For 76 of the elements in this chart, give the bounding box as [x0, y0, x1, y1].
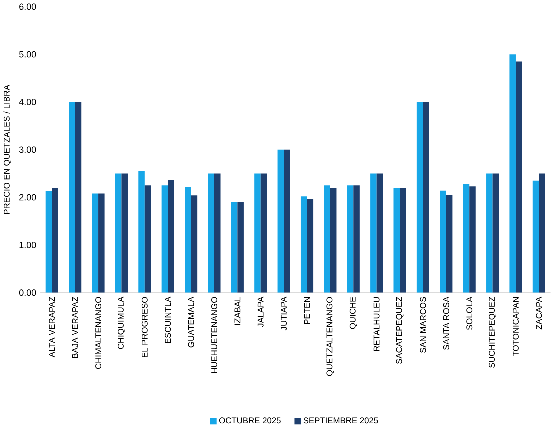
y-tick-label: 2.00 — [20, 194, 36, 201]
bar — [254, 174, 261, 293]
bar — [238, 202, 244, 293]
bar — [214, 174, 221, 293]
x-tick-label: ZACAPA — [536, 296, 542, 330]
bar — [231, 202, 238, 293]
x-tick-label: PETEN — [304, 298, 310, 324]
bar — [260, 174, 268, 293]
bar — [470, 186, 476, 293]
x-tick-label: ALTA VERAPAZ — [49, 297, 56, 358]
x-tick-label: RETALHULEU — [374, 298, 380, 352]
bar — [115, 174, 122, 293]
x-tick-label: SOLOLA — [466, 296, 473, 330]
x-tick-label: CHIMALTENANGO — [96, 297, 102, 370]
bar — [284, 150, 290, 293]
x-tick-label: CHIQUIMULA — [118, 296, 126, 350]
bar — [144, 186, 152, 293]
legend-label: SEPTIEMBRE 2025 — [304, 418, 378, 424]
bar — [440, 191, 446, 293]
bar — [75, 102, 82, 293]
bar — [463, 184, 470, 293]
x-tick-label: BAJA VERAPAZ — [72, 297, 78, 358]
bar — [98, 194, 105, 293]
bar — [376, 174, 384, 293]
bar — [300, 196, 308, 293]
bar — [510, 54, 516, 293]
y-axis-title: PRECIO EN QUETZALES / LIBRA — [4, 85, 12, 214]
bar — [354, 186, 360, 293]
x-tick-label: SAN MARCOS — [420, 297, 426, 354]
bar — [307, 199, 314, 293]
bar — [191, 196, 198, 293]
bar — [347, 186, 354, 293]
y-tick-label: 1.00 — [20, 242, 36, 249]
x-tick-label: EL PROGRESO — [142, 297, 148, 358]
bar — [486, 174, 493, 293]
x-tick-label: QUETZALTENANGO — [326, 297, 334, 376]
x-tick-label: SACATEPEQUEZ — [396, 297, 404, 364]
x-tick-label: TOTONICAPAN — [513, 298, 519, 357]
bar — [278, 150, 284, 293]
bar — [69, 102, 76, 293]
y-tick-label: 4.00 — [19, 99, 36, 106]
x-tick-label: SANTA ROSA — [443, 296, 450, 350]
x-tick-label: JALAPA — [258, 296, 264, 328]
x-tick-label: HUEHUETENANGO — [212, 297, 218, 374]
bar — [122, 174, 128, 293]
bar — [330, 188, 337, 293]
bar — [52, 188, 58, 293]
x-tick-label: SUCHITEPEQUEZ — [489, 297, 497, 368]
x-tick-label: JUTIAPA — [281, 296, 288, 331]
x-tick-label: ESCUINTLA — [165, 296, 172, 344]
bar — [446, 195, 453, 293]
bar — [46, 191, 52, 293]
bar — [185, 187, 192, 293]
bar — [138, 171, 145, 293]
y-tick-label: 3.00 — [19, 146, 36, 154]
bar — [400, 188, 406, 293]
y-tick-label: 6.00 — [20, 4, 36, 10]
x-tick-label: GUATEMALA — [188, 296, 194, 348]
bar — [532, 181, 540, 293]
x-tick-label: QUICHE — [350, 297, 358, 330]
bar — [324, 186, 330, 293]
bar — [168, 180, 174, 293]
legend-label: OCTUBRE 2025 — [220, 418, 281, 424]
bar — [416, 102, 424, 293]
y-tick-label: 0.00 — [19, 290, 36, 296]
y-tick-label: 5.00 — [19, 52, 36, 58]
bar — [492, 174, 500, 293]
bar — [516, 62, 522, 293]
x-tick-label: IZABAL — [234, 297, 241, 326]
bar — [394, 188, 400, 293]
bar — [162, 186, 168, 293]
bar — [539, 174, 546, 293]
bar — [370, 174, 377, 293]
bar — [208, 174, 214, 293]
bar — [423, 102, 430, 293]
bar — [92, 194, 99, 293]
